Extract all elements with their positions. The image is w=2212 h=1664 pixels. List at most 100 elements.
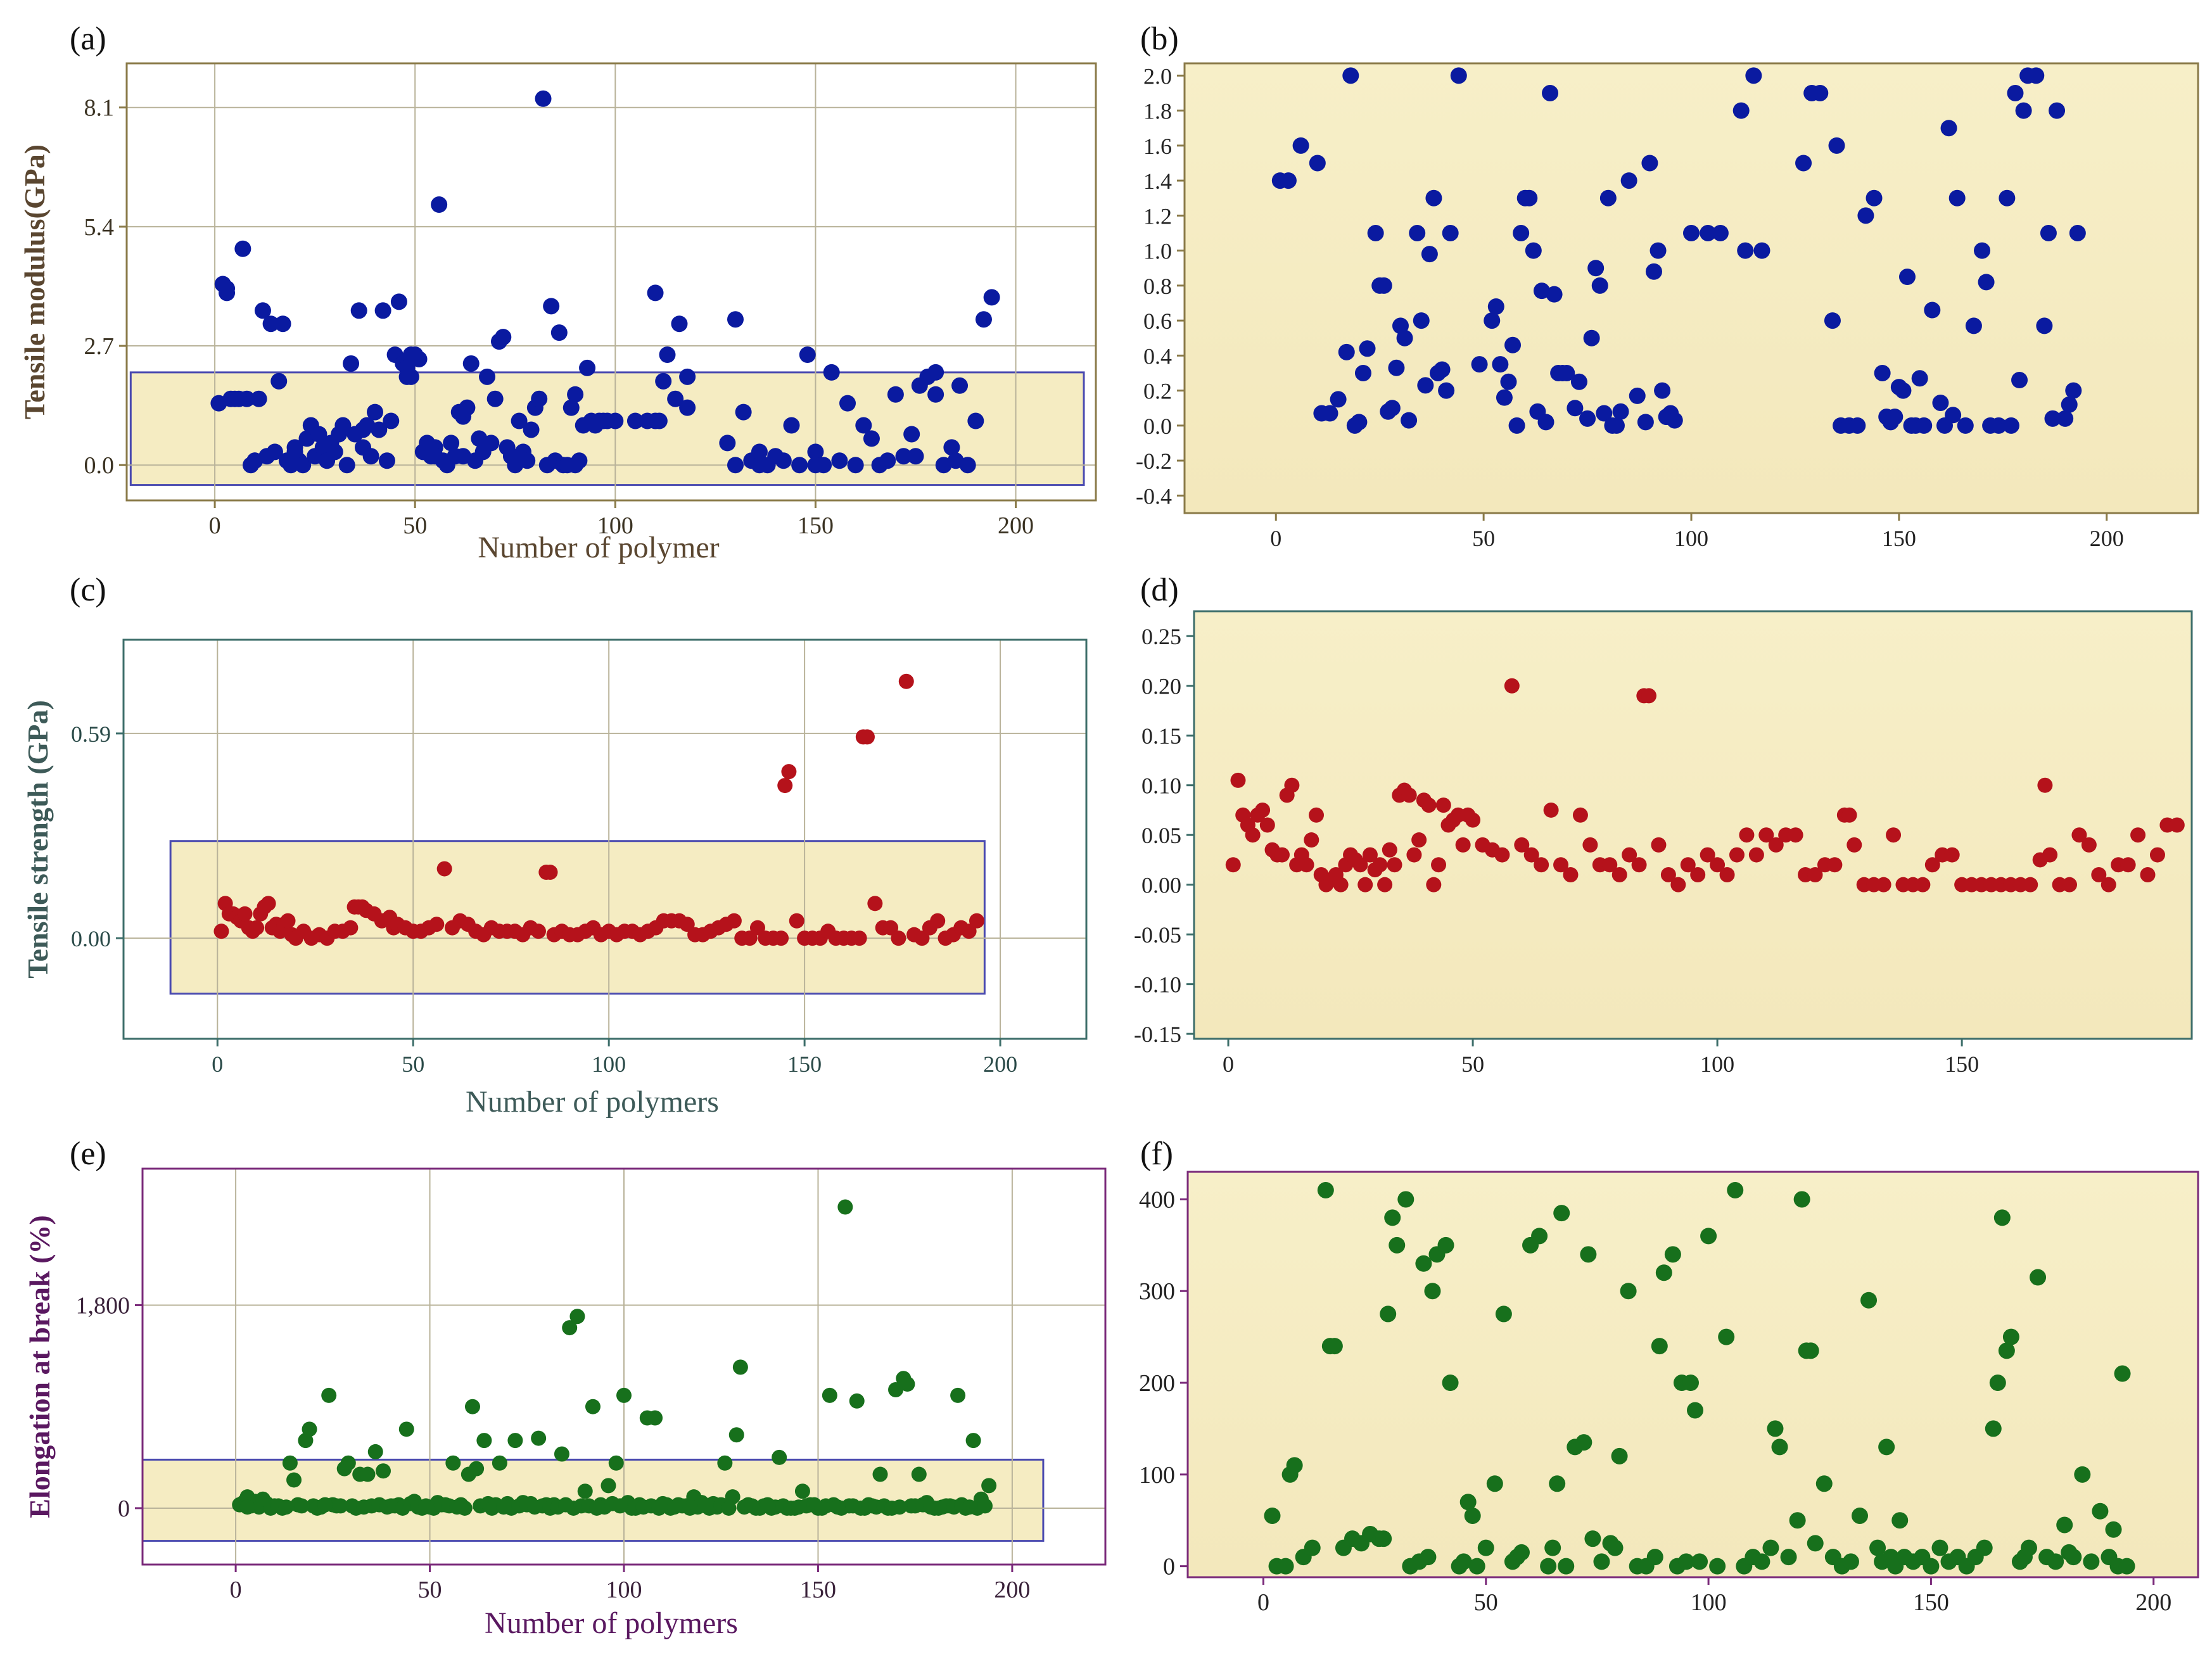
panel-a-data-point: [535, 90, 552, 107]
panel-a-y-axis-title: Tensile modulus(GPa): [18, 144, 51, 419]
panel-b-data-point: [1583, 329, 1600, 346]
panel-f-data-point: [1317, 1181, 1334, 1198]
panel-e-data-point: [569, 1309, 585, 1324]
panel-d-data-point: [1841, 807, 1857, 823]
panel-b-data-point: [1330, 391, 1347, 408]
panel-f-data-point: [1558, 1558, 1575, 1575]
panel-d-data-point: [1876, 877, 1891, 892]
panel-a-data-point: [719, 435, 736, 452]
panel-d-y-tick-label: 0.10: [1141, 773, 1181, 799]
panel-b-y-tick-label: 0.8: [1143, 274, 1172, 299]
panel-b-data-point: [1886, 409, 1904, 426]
panel-a-data-point: [310, 426, 327, 443]
panel-d-data-point: [2023, 877, 2038, 892]
panel-f-data-point: [1459, 1494, 1477, 1511]
panel-d-data-point: [1622, 847, 1637, 863]
panel-a-data-point: [390, 293, 407, 310]
panel-c-x-tick-label: 100: [592, 1051, 626, 1077]
panel-a-data-point: [398, 368, 416, 385]
panel-b-data-point: [1599, 189, 1617, 206]
panel-b-data-point: [1292, 137, 1309, 154]
panel-c-x-tick-label: 0: [212, 1051, 223, 1077]
panel-f-frame: [1186, 1171, 2199, 1578]
panel-a-data-point: [751, 457, 768, 474]
panel-b-data-point: [2057, 410, 2074, 427]
panel-e-x-axis-title: Number of polymers: [485, 1606, 738, 1640]
panel-c-x-tick-label: 150: [787, 1051, 822, 1077]
panel-b-data-point: [1737, 242, 1754, 259]
panel-e-data-point: [476, 1433, 492, 1449]
panel-e-data-point: [822, 1387, 837, 1403]
panel-a-data-point: [967, 412, 984, 429]
panel-f-data-point: [1277, 1558, 1294, 1575]
panel-b-data-point: [1375, 277, 1392, 294]
panel-f-data-point: [1553, 1205, 1570, 1222]
panel-e-data-point: [360, 1466, 376, 1482]
panel-b-data-point: [1351, 414, 1368, 431]
panel-f-data-point: [1664, 1246, 1681, 1263]
panel-a-data-point: [231, 390, 248, 407]
panel-a-data-point: [927, 364, 944, 381]
panel-a-data-point: [523, 421, 540, 438]
panel-d-data-point: [1788, 827, 1803, 843]
panel-b-data-point: [1280, 172, 1297, 189]
panel-f-data-point: [1584, 1530, 1601, 1547]
panel-d-data-point: [1690, 867, 1706, 882]
panel-a-x-axis-title: Number of polymer: [478, 531, 719, 564]
panel-a-x-tick-label: 0: [209, 512, 221, 539]
panel-a-y-tick-label: 0.0: [84, 452, 115, 479]
panel-b-data-point: [1732, 102, 1750, 119]
panel-f-data-point: [1793, 1191, 1810, 1208]
panel-b-data-point: [1911, 370, 1928, 387]
panel-b-data-point: [1641, 155, 1658, 172]
panel-c-data-point: [969, 913, 984, 929]
panel-f-data-point: [1415, 1255, 1432, 1272]
panel-f-y-tick-label: 0: [1163, 1554, 1175, 1580]
panel-e-data-point: [376, 1463, 391, 1479]
panel-d-data-point: [1719, 867, 1735, 882]
panel-b-data-point: [2061, 396, 2078, 413]
panel-e-x-tick-label: 0: [230, 1577, 242, 1603]
panel-c-data-point: [867, 896, 883, 911]
panel-f-data-point: [1682, 1375, 1699, 1392]
panel-f-data-point: [1762, 1539, 1779, 1556]
panel-c-x-axis-title: Number of polymers: [466, 1085, 719, 1119]
panel-d-data-point: [1553, 857, 1569, 873]
panel-d-data-point: [1225, 857, 1241, 873]
panel-e-data-point: [317, 1497, 333, 1513]
panel-a-data-point: [863, 430, 880, 447]
panel-b-data-point: [1487, 298, 1504, 315]
panel-f-data-point: [1575, 1434, 1592, 1451]
panel-f-data-point: [1718, 1328, 1735, 1345]
panel-d-data-point: [1299, 857, 1314, 873]
panel-a-data-point: [727, 311, 744, 328]
panel-d-y-tick-label: 0.25: [1141, 624, 1181, 649]
panel-b-data-point: [1413, 312, 1430, 329]
panel-a-data-point: [823, 364, 840, 381]
panel-b-data-point: [1916, 417, 1933, 434]
panel-b-data-point: [1471, 356, 1488, 373]
panel-b-data-point: [1712, 224, 1729, 241]
panel-c-data-point: [742, 930, 758, 946]
panel-a-data-point: [219, 280, 236, 297]
panel-b-data-point: [1683, 224, 1700, 241]
panel-d-data-point: [1651, 837, 1667, 853]
panel-a-data-point: [947, 452, 964, 469]
panel-d-y-tick-label: 0.05: [1141, 823, 1181, 848]
panel-f-data-point: [1611, 1447, 1628, 1464]
panel-e-data-point: [837, 1199, 853, 1215]
panel-d-data-point: [1259, 817, 1275, 833]
panel-c-data-point: [883, 920, 899, 936]
panel-a-data-point: [807, 457, 824, 474]
panel-f-data-point: [1455, 1553, 1472, 1570]
panel-f-data-point: [1976, 1539, 1993, 1556]
panel-f-plot-area: [1188, 1172, 2198, 1577]
panel-b-data-point: [1409, 224, 1426, 241]
panel-a-data-point: [775, 452, 792, 469]
panel-f-data-point: [1985, 1420, 2002, 1437]
panel-b-data-point: [1795, 155, 1812, 172]
panel-b-x-tick-label: 50: [1472, 526, 1495, 551]
panel-f-data-point: [1620, 1283, 1637, 1300]
panel-b-data-point: [1383, 400, 1401, 417]
panel-a-data-point: [607, 412, 624, 429]
